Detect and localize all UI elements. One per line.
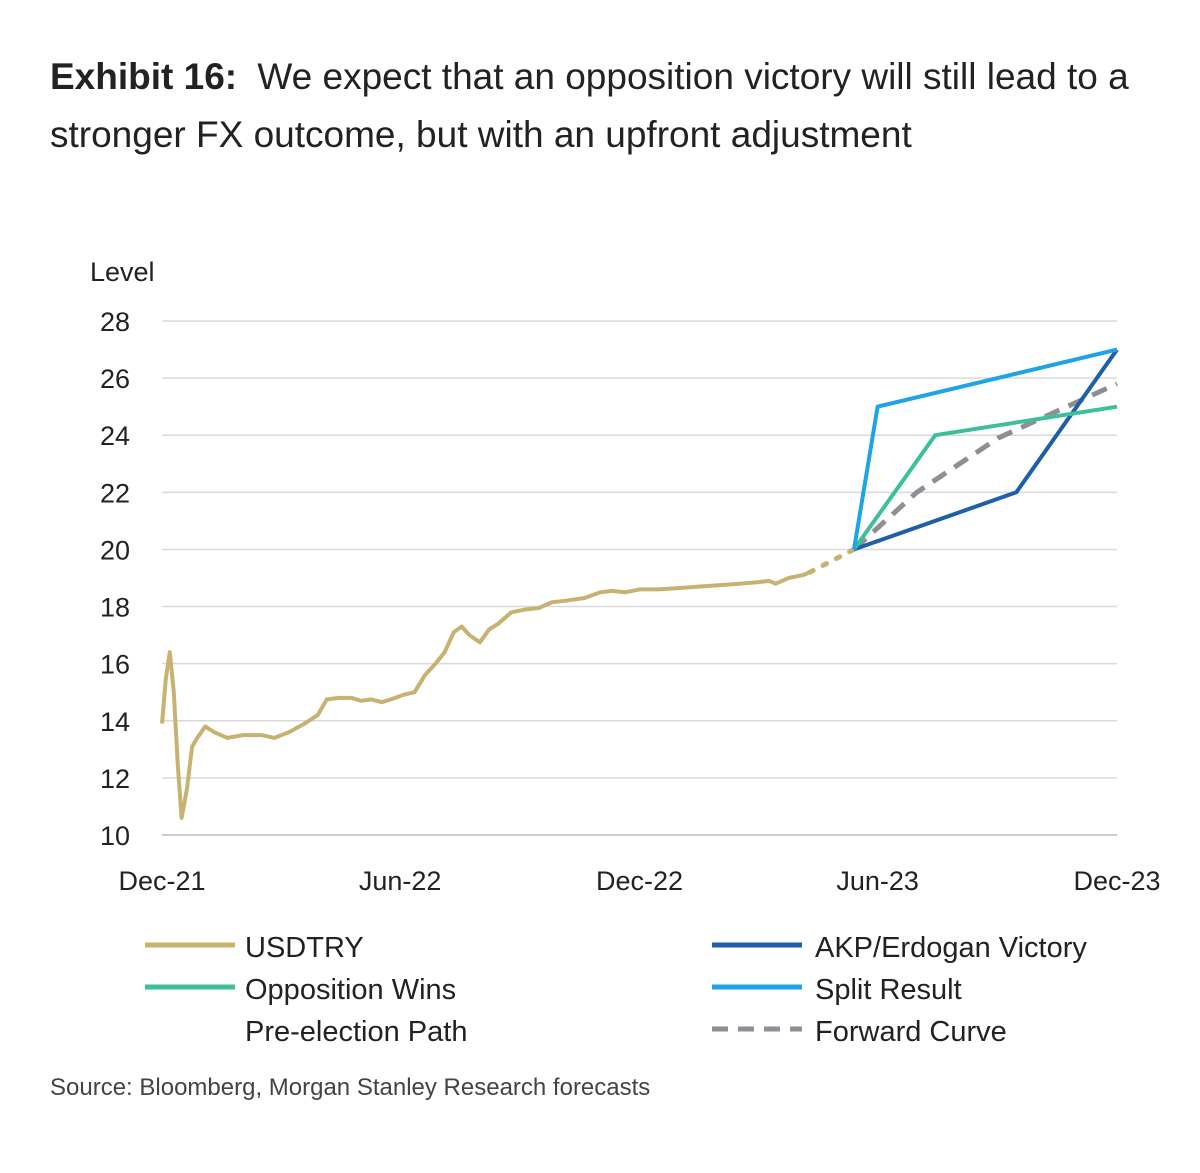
x-tick-label: Dec-23	[1073, 866, 1160, 896]
x-axis: Dec-21 Jun-22 Dec-22 Jun-23 Dec-23	[118, 866, 1160, 896]
y-tick-label: 16	[100, 650, 130, 680]
title-text: We expect that an opposition victory wil…	[50, 56, 1129, 155]
series	[160, 347, 1119, 820]
legend-label-akp: AKP/Erdogan Victory	[815, 932, 1087, 964]
y-tick-label: 20	[100, 535, 130, 565]
y-tick-label: 22	[100, 478, 130, 508]
series-line-usdtry	[160, 570, 811, 820]
y-axis: 10 12 14 16 18 20 22 24 26 28 Level	[90, 257, 155, 851]
legend-label-preelection: Pre-election Path	[245, 1016, 467, 1048]
legend-label-opposition: Opposition Wins	[245, 974, 456, 1006]
y-tick-label: 24	[100, 421, 130, 451]
exhibit-label: Exhibit 16:	[50, 56, 238, 97]
y-tick-label: 12	[100, 764, 130, 794]
series-line-split	[852, 347, 1118, 550]
x-tick-label: Dec-21	[118, 866, 205, 896]
source-note: Source: Bloomberg, Morgan Stanley Resear…	[50, 1074, 651, 1101]
y-tick-label: 18	[100, 593, 130, 623]
chart-title: Exhibit 16: We expect that an opposition…	[50, 48, 1160, 164]
legend-label-forward: Forward Curve	[815, 1016, 1007, 1048]
series-line-akp	[853, 348, 1119, 552]
y-tick-label: 26	[100, 364, 130, 394]
series-line-opposition	[852, 404, 1118, 551]
x-tick-label: Jun-23	[836, 866, 919, 896]
x-tick-label: Jun-22	[359, 866, 442, 896]
series-line-forward	[852, 381, 1119, 552]
legend-label-usdtry: USDTRY	[245, 932, 364, 964]
y-tick-label: 28	[100, 307, 130, 337]
legend: USDTRY AKP/Erdogan Victory Opposition Wins…	[145, 932, 1087, 1048]
y-axis-title: Level	[90, 257, 155, 287]
y-tick-label: 14	[100, 707, 130, 737]
x-tick-label: Dec-22	[596, 866, 683, 896]
legend-label-split: Split Result	[815, 974, 962, 1006]
grid	[162, 320, 1117, 836]
y-tick-label: 10	[100, 821, 130, 851]
series-line-preelection	[807, 546, 857, 575]
